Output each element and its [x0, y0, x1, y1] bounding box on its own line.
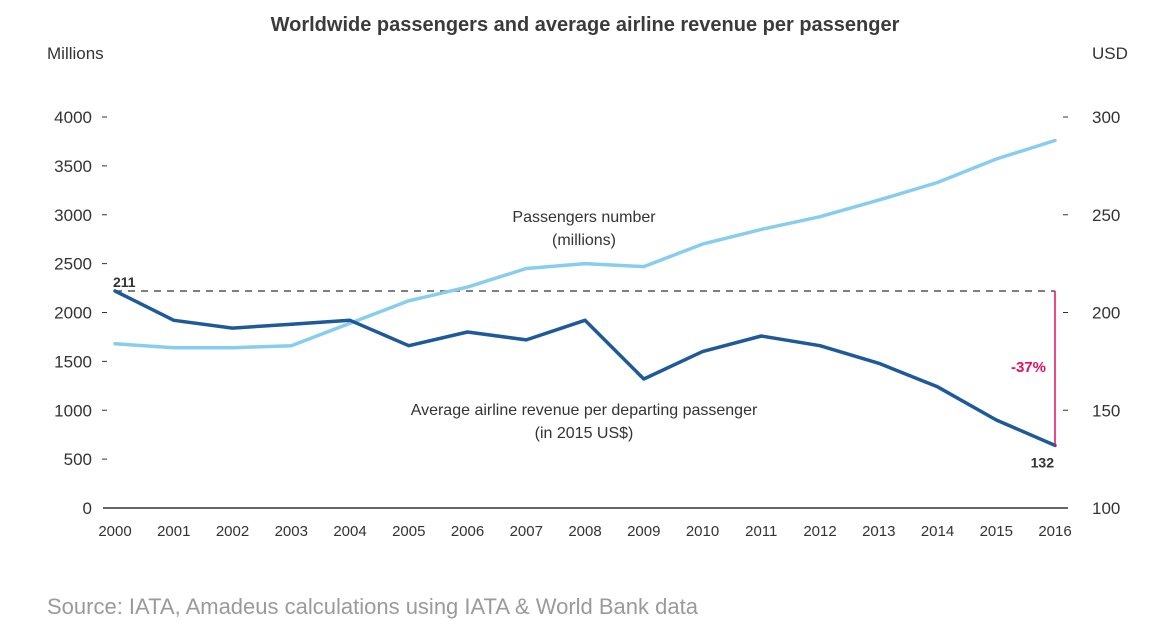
- x-tick-label: 2000: [98, 523, 131, 540]
- y-left-tick-label: 1500: [54, 352, 92, 371]
- y-right-tick-label: 100: [1092, 499, 1120, 518]
- y-left-tick-label: 0: [83, 499, 92, 518]
- y-left-tick-label: 2000: [54, 304, 92, 323]
- start-value-label: 211: [113, 274, 136, 290]
- x-tick-label: 2015: [980, 523, 1013, 540]
- x-tick-label: 2004: [333, 523, 366, 540]
- revenue-label-line1: Average airline revenue per departing pa…: [411, 402, 758, 419]
- end-value-label: 132: [1031, 454, 1055, 470]
- x-tick-label: 2002: [216, 523, 249, 540]
- revenue-series-line: [113, 289, 1057, 448]
- source-note: Source: IATA, Amadeus calculations using…: [47, 594, 698, 619]
- x-tick-label: 2006: [451, 523, 484, 540]
- x-tick-label: 2011: [745, 523, 777, 540]
- y-left-tick-label: 2500: [54, 255, 92, 274]
- y-left-tick-label: 500: [64, 450, 92, 469]
- y-right-tick-label: 300: [1092, 108, 1120, 127]
- left-axis-unit: Millions: [47, 44, 104, 63]
- x-tick-label: 2012: [803, 523, 836, 540]
- passengers-label-line1: Passengers number: [512, 209, 656, 226]
- x-tick-label: 2005: [392, 523, 425, 540]
- revenue-label-line2: (in 2015 US$): [535, 425, 634, 442]
- x-tick-label: 2003: [275, 523, 308, 540]
- y-left-tick-label: 4000: [54, 108, 92, 127]
- x-tick-label: 2014: [921, 523, 954, 540]
- x-tick-label: 2001: [157, 523, 190, 540]
- x-tick-label: 2016: [1038, 523, 1071, 540]
- y-left-tick-label: 3500: [54, 157, 92, 176]
- x-tick-label: 2009: [627, 523, 660, 540]
- chart-title: Worldwide passengers and average airline…: [270, 14, 900, 36]
- y-right-tick-label: 250: [1092, 206, 1120, 225]
- y-right-tick-label: 150: [1092, 401, 1120, 420]
- y-left-tick-label: 1000: [54, 401, 92, 420]
- y-left-tick-label: 3000: [54, 206, 92, 225]
- x-tick-label: 2007: [510, 523, 543, 540]
- right-axis-unit: USD: [1092, 44, 1128, 63]
- x-tick-label: 2013: [862, 523, 895, 540]
- x-tick-label: 2010: [686, 523, 719, 540]
- passengers-label-line2: (millions): [552, 232, 616, 249]
- passengers-series-line: [113, 138, 1057, 350]
- change-percent-label: -37%: [1011, 359, 1046, 376]
- y-right-tick-label: 200: [1092, 304, 1120, 323]
- x-tick-label: 2008: [568, 523, 601, 540]
